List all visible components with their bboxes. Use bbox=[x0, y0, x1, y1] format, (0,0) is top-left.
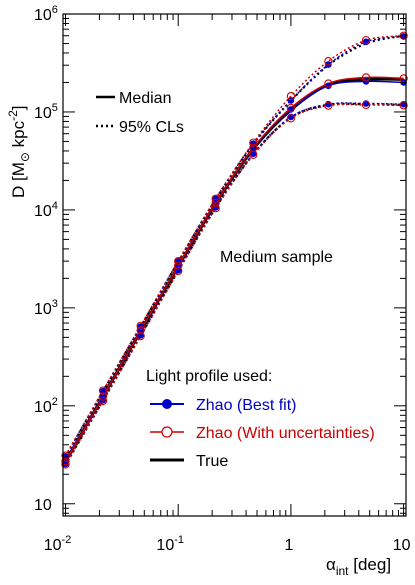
series-line-true_upper bbox=[64, 34, 404, 458]
data-point-zhao_best_upper bbox=[400, 33, 407, 40]
y-tick-label: 103 bbox=[34, 298, 58, 318]
data-point-zhao_unc_median bbox=[324, 79, 333, 88]
profile-legend: Light profile used: Zhao (Best fit) Zhao… bbox=[146, 368, 375, 470]
data-point-zhao_unc_lower bbox=[98, 396, 108, 406]
data-point-zhao_best_median bbox=[250, 145, 257, 152]
data-point-zhao_unc_lower bbox=[136, 331, 145, 341]
data-point-zhao_unc_median bbox=[136, 326, 145, 335]
axis-tick-labels: 10-2 10-1 1 10 10 102 103 104 105 106 bbox=[34, 4, 411, 554]
x-tick-label: 10-2 bbox=[44, 534, 72, 554]
x-tick-label: 10 bbox=[393, 537, 411, 554]
data-point-zhao_unc_upper bbox=[211, 194, 220, 203]
legend-label-zhao-unc: Zhao (With uncertainties) bbox=[196, 425, 375, 442]
y-tick-label: 10 bbox=[34, 497, 52, 514]
data-point-zhao_best_lower bbox=[400, 100, 407, 108]
y-axis-label: D [M⊙ kpc-2] bbox=[6, 105, 32, 198]
data-curves bbox=[64, 34, 404, 466]
plot-area bbox=[61, 31, 408, 469]
profile-legend-title: Light profile used: bbox=[146, 368, 272, 385]
data-point-zhao_unc_upper bbox=[286, 91, 296, 101]
style-legend: Median 95% CLs bbox=[96, 90, 184, 136]
sample-annotation: Medium sample bbox=[220, 249, 333, 266]
axis-ticks bbox=[63, 13, 406, 516]
legend-label-zhao-best: Zhao (Best fit) bbox=[196, 397, 296, 414]
data-point-zhao_unc_upper bbox=[98, 386, 108, 395]
data-point-zhao_unc_median bbox=[61, 457, 70, 466]
data-point-zhao_best_upper bbox=[174, 258, 182, 265]
plot-frame bbox=[62, 13, 407, 517]
data-point-zhao_unc_median bbox=[286, 103, 296, 113]
x-axis-label: αint [deg] bbox=[326, 555, 391, 578]
data-point-zhao_unc_median bbox=[98, 392, 108, 401]
data-point-zhao_unc_upper bbox=[249, 138, 258, 147]
style-legend-cl-label: 95% CLs bbox=[119, 119, 184, 136]
data-point-zhao_unc_median bbox=[361, 73, 371, 82]
data-point-zhao_unc_upper bbox=[174, 256, 183, 266]
data-point-zhao_best_upper bbox=[250, 140, 257, 147]
data-point-zhao_unc_lower bbox=[399, 101, 408, 110]
series-line-zhao_unc_upper bbox=[64, 34, 404, 457]
data-point-zhao_unc_lower bbox=[286, 114, 296, 123]
series-line-zhao_unc_lower bbox=[64, 103, 404, 465]
x-tick-label: 1 bbox=[284, 537, 293, 554]
y-tick-label: 106 bbox=[34, 4, 58, 24]
data-point-zhao_unc_upper bbox=[136, 321, 145, 331]
legend-swatch-zhao-unc-marker bbox=[161, 426, 173, 438]
data-point-zhao_unc_upper bbox=[324, 57, 333, 66]
data-point-zhao_unc_lower bbox=[324, 101, 333, 110]
data-point-zhao_unc_lower bbox=[61, 460, 70, 469]
legend-swatch-zhao-best-marker bbox=[162, 399, 172, 409]
style-legend-median-label: Median bbox=[119, 90, 171, 107]
y-tick-label: 104 bbox=[34, 200, 58, 220]
x-tick-label: 10-1 bbox=[156, 534, 184, 554]
data-point-zhao_unc_lower bbox=[249, 150, 258, 159]
data-point-zhao_unc_lower bbox=[174, 266, 183, 276]
data-markers bbox=[61, 31, 408, 469]
legend-label-true: True bbox=[196, 453, 228, 470]
data-point-zhao_best_lower bbox=[62, 460, 69, 468]
y-tick-label: 102 bbox=[34, 396, 58, 416]
data-point-zhao_unc_median bbox=[174, 261, 183, 270]
series-line-zhao_best_upper bbox=[64, 35, 404, 457]
data-point-zhao_best_upper bbox=[99, 387, 107, 395]
data-point-zhao_unc_median bbox=[211, 198, 220, 208]
data-point-zhao_best_upper bbox=[287, 97, 295, 104]
series-line-zhao_unc_median bbox=[64, 76, 404, 462]
data-point-zhao_unc_lower bbox=[211, 204, 220, 213]
data-point-zhao_unc_lower bbox=[361, 100, 371, 110]
data-point-zhao_unc_upper bbox=[361, 36, 371, 45]
y-tick-label: 105 bbox=[34, 102, 58, 122]
data-point-zhao_best_median bbox=[325, 82, 332, 90]
data-point-zhao_unc_upper bbox=[61, 451, 70, 460]
